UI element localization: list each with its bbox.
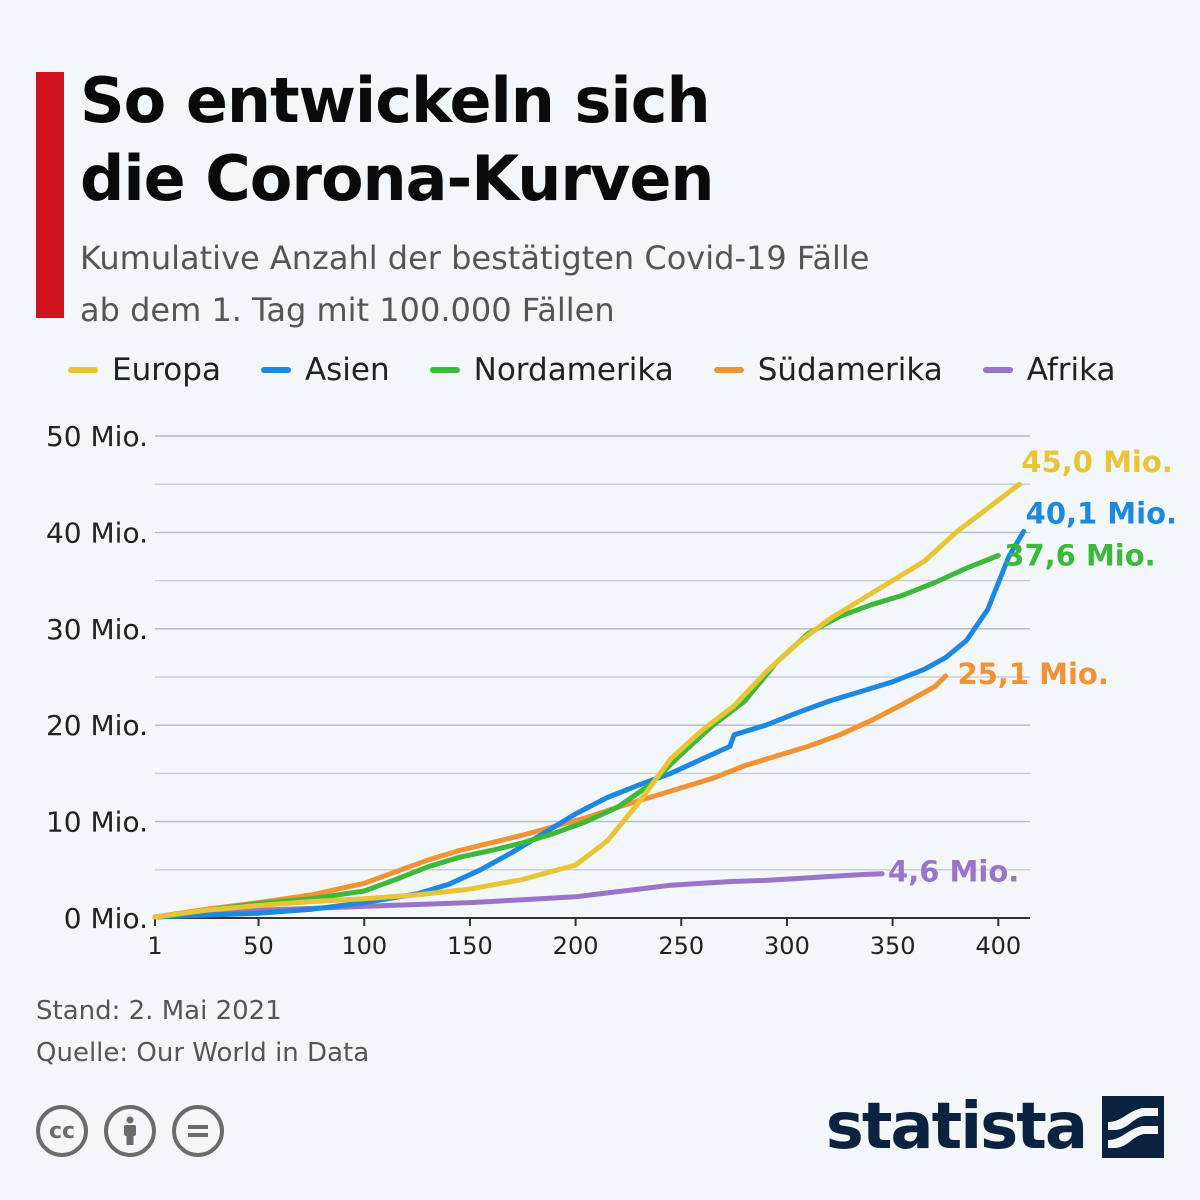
line-chart: 0 Mio. 10 Mio. 20 Mio. 30 Mio. 40 Mio. 50 Mio… <box>46 420 1177 960</box>
title-line-1: So entwickeln sich <box>80 64 711 137</box>
series-line-südamerika <box>152 673 948 920</box>
title-line-2: die Corona-Kurven <box>80 142 715 215</box>
x-tick-label: 350 <box>870 932 916 960</box>
legend-label: Europa <box>112 352 221 388</box>
x-tick-label: 100 <box>341 932 387 960</box>
footer-notes: Stand: 2. Mai 2021 Quelle: Our World in … <box>36 990 369 1074</box>
chart-legend: Europa Asien Nordamerika Südamerika Afrika <box>68 346 1116 394</box>
y-tick-label: 40 Mio. <box>46 516 148 549</box>
series-line-nordamerika <box>152 553 1001 920</box>
y-tick-label: 0 Mio. <box>64 902 148 935</box>
brand-wordmark: statista <box>825 1090 1088 1164</box>
legend-item-nordamerika: Nordamerika <box>429 352 674 388</box>
legend-swatch <box>713 367 744 373</box>
page-subtitle: Kumulative Anzahl der bestätigten Covid-… <box>80 232 1130 336</box>
legend-item-afrika: Afrika <box>982 352 1116 388</box>
subtitle-line-1: Kumulative Anzahl der bestätigten Covid-… <box>80 239 870 277</box>
end-label-asien: 40,1 Mio. <box>1026 496 1177 530</box>
cc-icon[interactable]: cc <box>36 1105 88 1157</box>
x-tick-label: 250 <box>658 932 704 960</box>
legend-label: Afrika <box>1026 352 1116 388</box>
legend-item-südamerika: Südamerika <box>713 352 943 388</box>
legend-swatch <box>68 367 98 373</box>
y-tick-label: 30 Mio. <box>46 613 148 646</box>
nd-noderivs-icon[interactable] <box>172 1105 224 1157</box>
legend-item-asien: Asien <box>260 352 390 388</box>
end-label-afrika: 4,6 Mio. <box>888 855 1019 889</box>
by-attribution-icon[interactable] <box>104 1105 156 1157</box>
license-icons: cc <box>36 1105 224 1157</box>
statista-logo-icon <box>1102 1096 1164 1158</box>
legend-label: Asien <box>304 352 390 388</box>
y-tick-label: 50 Mio. <box>46 420 148 453</box>
x-tick-label: 150 <box>447 932 493 960</box>
legend-label: Nordamerika <box>473 352 674 388</box>
legend-swatch <box>260 367 291 373</box>
date-note: Stand: 2. Mai 2021 <box>36 996 282 1026</box>
x-tick-label: 1 <box>147 932 162 960</box>
legend-label: Südamerika <box>757 352 943 388</box>
subtitle-line-2: ab dem 1. Tag mit 100.000 Fällen <box>80 291 615 329</box>
y-tick-label: 20 Mio. <box>46 709 148 742</box>
x-tick-label: 300 <box>764 932 810 960</box>
source-note: Quelle: Our World in Data <box>36 1038 370 1068</box>
x-tick-label: 200 <box>553 932 599 960</box>
end-label-europa: 45,0 Mio. <box>1021 445 1172 479</box>
x-tick-label: 400 <box>975 932 1021 960</box>
x-tick-label: 50 <box>243 932 274 960</box>
legend-swatch <box>982 367 1013 373</box>
statista-brand[interactable]: statista <box>826 1090 1164 1164</box>
series-line-europa <box>152 481 1022 920</box>
title-accent-bar <box>36 72 64 318</box>
legend-swatch <box>429 367 460 373</box>
end-label-südamerika: 25,1 Mio. <box>957 657 1108 691</box>
page-title: So entwickeln sich die Corona-Kurven <box>80 62 1080 218</box>
end-label-nordamerika: 37,6 Mio. <box>1004 539 1155 573</box>
legend-item-europa: Europa <box>68 352 221 388</box>
y-tick-label: 10 Mio. <box>46 806 148 839</box>
